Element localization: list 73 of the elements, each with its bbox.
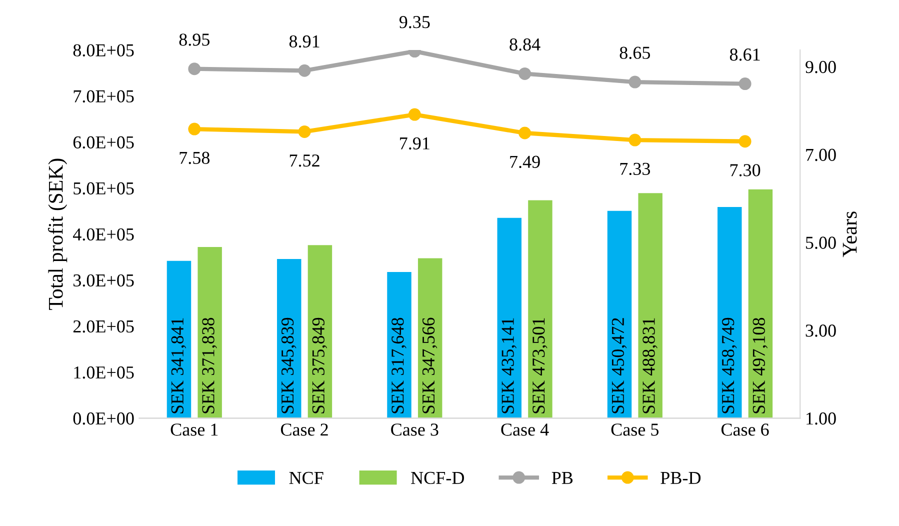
y2-tick-label: 7.00 bbox=[806, 148, 836, 162]
point bbox=[738, 78, 752, 90]
data-label: 8.95 bbox=[179, 34, 210, 46]
data-label: 8.61 bbox=[730, 48, 760, 61]
data-label: SEK 488,831 bbox=[642, 318, 658, 414]
x-tick-label: Case 2 bbox=[280, 424, 328, 436]
legend-label: PB bbox=[552, 472, 573, 484]
data-label: SEK 473,501 bbox=[532, 318, 548, 414]
y-tick-label: 2.0E+05 bbox=[73, 320, 134, 333]
bar bbox=[308, 245, 332, 418]
data-label: 7.30 bbox=[730, 164, 760, 176]
bar bbox=[497, 218, 522, 418]
x-tick-label: Case 5 bbox=[611, 424, 659, 436]
y-tick-label: 3.0E+05 bbox=[74, 274, 134, 287]
point bbox=[518, 67, 532, 80]
point bbox=[738, 135, 752, 148]
point bbox=[298, 64, 311, 77]
y2-axis-title: Years bbox=[842, 212, 857, 258]
data-label: SEK 341,841 bbox=[171, 318, 186, 414]
bar bbox=[277, 259, 302, 418]
data-label: 9.35 bbox=[399, 16, 430, 28]
data-label: 8.84 bbox=[510, 38, 540, 51]
y-tick-label: 6.0E+05 bbox=[73, 136, 134, 149]
bar bbox=[748, 189, 773, 418]
y2-tick-label: 3.00 bbox=[806, 324, 836, 337]
point bbox=[188, 122, 201, 136]
bar bbox=[166, 260, 192, 418]
point bbox=[628, 76, 642, 88]
y-tick-label: 4.0E+05 bbox=[73, 228, 134, 241]
data-label: SEK 435,141 bbox=[502, 318, 516, 414]
x-tick-label: Case 1 bbox=[170, 424, 218, 436]
x-tick-label: Case 4 bbox=[501, 424, 549, 436]
data-label: SEK 371,838 bbox=[202, 318, 217, 414]
data-label: SEK 347,566 bbox=[422, 318, 438, 414]
data-label: 7.52 bbox=[290, 154, 320, 167]
legend-label: NCF bbox=[289, 472, 324, 484]
y2-tick-label: 5.00 bbox=[806, 236, 836, 249]
y-tick-label: 1.0E+05 bbox=[74, 366, 134, 379]
data-label: SEK 375,849 bbox=[312, 318, 328, 414]
bar bbox=[638, 193, 662, 418]
point bbox=[628, 134, 642, 146]
bar bbox=[607, 210, 632, 418]
x-tick-label: Case 6 bbox=[721, 424, 769, 436]
data-label: 7.91 bbox=[400, 137, 430, 150]
y-tick-label: 8.0E+05 bbox=[73, 44, 134, 56]
point bbox=[298, 125, 311, 138]
y2-tick-label: 1.00 bbox=[806, 412, 836, 425]
bar bbox=[198, 247, 222, 418]
data-label: 7.49 bbox=[510, 156, 540, 168]
point bbox=[518, 126, 532, 140]
bar bbox=[528, 200, 552, 418]
data-label: 7.33 bbox=[620, 162, 650, 176]
data-label: SEK 345,839 bbox=[281, 318, 296, 414]
bar bbox=[418, 258, 442, 418]
y-tick-label: 7.0E+05 bbox=[74, 90, 134, 103]
data-label: SEK 317,648 bbox=[392, 318, 406, 414]
data-label: 8.91 bbox=[289, 35, 320, 48]
x-tick-label: Case 3 bbox=[391, 424, 438, 436]
data-label: 7.58 bbox=[180, 152, 210, 164]
bar bbox=[387, 272, 412, 418]
data-label: SEK 450,472 bbox=[612, 318, 627, 414]
bar bbox=[718, 207, 742, 418]
data-label: SEK 497,108 bbox=[752, 318, 768, 414]
data-label: SEK 458,749 bbox=[722, 318, 737, 414]
data-label: 8.65 bbox=[620, 46, 650, 60]
legend-label: NCF-D bbox=[411, 472, 464, 484]
point bbox=[408, 108, 421, 121]
y-tick-label: 5.0E+05 bbox=[74, 182, 134, 195]
y-axis-title: Total profit (SEK) bbox=[48, 158, 68, 310]
legend-label: PB-D bbox=[660, 472, 701, 484]
y-tick-label: 0.0E+00 bbox=[73, 412, 134, 425]
point bbox=[188, 62, 201, 76]
y2-tick-label: 9.00 bbox=[806, 60, 836, 74]
